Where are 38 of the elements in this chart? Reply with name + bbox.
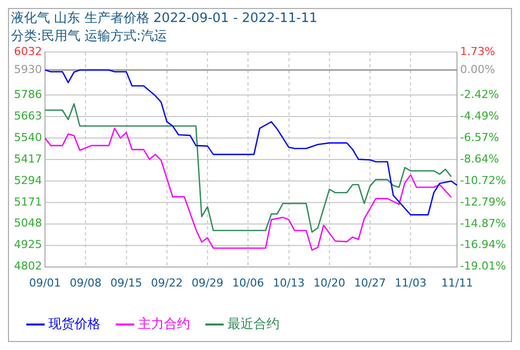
- y-tick-label: 5171: [14, 195, 42, 208]
- y-tick-label: 5663: [14, 109, 42, 122]
- x-tick-label: 09/08: [70, 276, 102, 290]
- legend-label: 现货价格: [48, 316, 100, 332]
- x-tick-label: 11/03: [394, 276, 427, 290]
- x-tick-label: 10/13: [272, 276, 305, 290]
- y2-tick-label: -14.87%: [460, 216, 506, 230]
- legend-label: 主力合约: [138, 316, 190, 332]
- legend-label: 最近合约: [228, 316, 280, 332]
- y2-tick-label: 1.73%: [460, 45, 496, 58]
- y-tick-label: 5786: [14, 88, 42, 101]
- y2-tick-label: -10.72%: [460, 174, 506, 187]
- x-tick-label: 09/01: [29, 276, 61, 290]
- y-tick-label: 5930: [14, 62, 42, 76]
- x-tick-label: 10/27: [354, 276, 386, 290]
- x-tick-label: 10/20: [314, 276, 346, 290]
- x-tick-label: 09/22: [151, 276, 183, 290]
- y2-tick-label: -12.79%: [460, 195, 506, 208]
- y-tick-label: 4802: [14, 260, 42, 273]
- x-tick-label: 09/29: [192, 276, 224, 290]
- y2-tick-label: -2.42%: [460, 88, 500, 101]
- y-tick-label: 5294: [14, 174, 42, 187]
- y2-tick-label: -16.94%: [460, 238, 506, 252]
- y-tick-label: 5417: [14, 152, 42, 166]
- chart-title: 液化气 山东 生产者价格 2022-09-01 - 2022-11-11: [11, 11, 318, 26]
- y2-tick-label: 0.00%: [460, 62, 496, 76]
- y2-tick-label: -6.57%: [460, 130, 500, 144]
- y-tick-label: 5048: [14, 216, 42, 230]
- y2-tick-label: -8.64%: [460, 152, 500, 166]
- y-tick-label: 5540: [14, 130, 42, 144]
- y-tick-label: 4925: [14, 238, 42, 252]
- y2-tick-label: -19.01%: [460, 260, 506, 273]
- y2-tick-label: -4.49%: [460, 109, 500, 122]
- chart-subtitle: 分类:民用气 运输方式:汽运: [11, 28, 167, 44]
- y-tick-label: 6032: [14, 45, 42, 58]
- x-tick-label: 09/15: [110, 276, 142, 290]
- x-tick-label: 10/06: [232, 276, 264, 290]
- x-tick-label: 11/11: [441, 276, 473, 290]
